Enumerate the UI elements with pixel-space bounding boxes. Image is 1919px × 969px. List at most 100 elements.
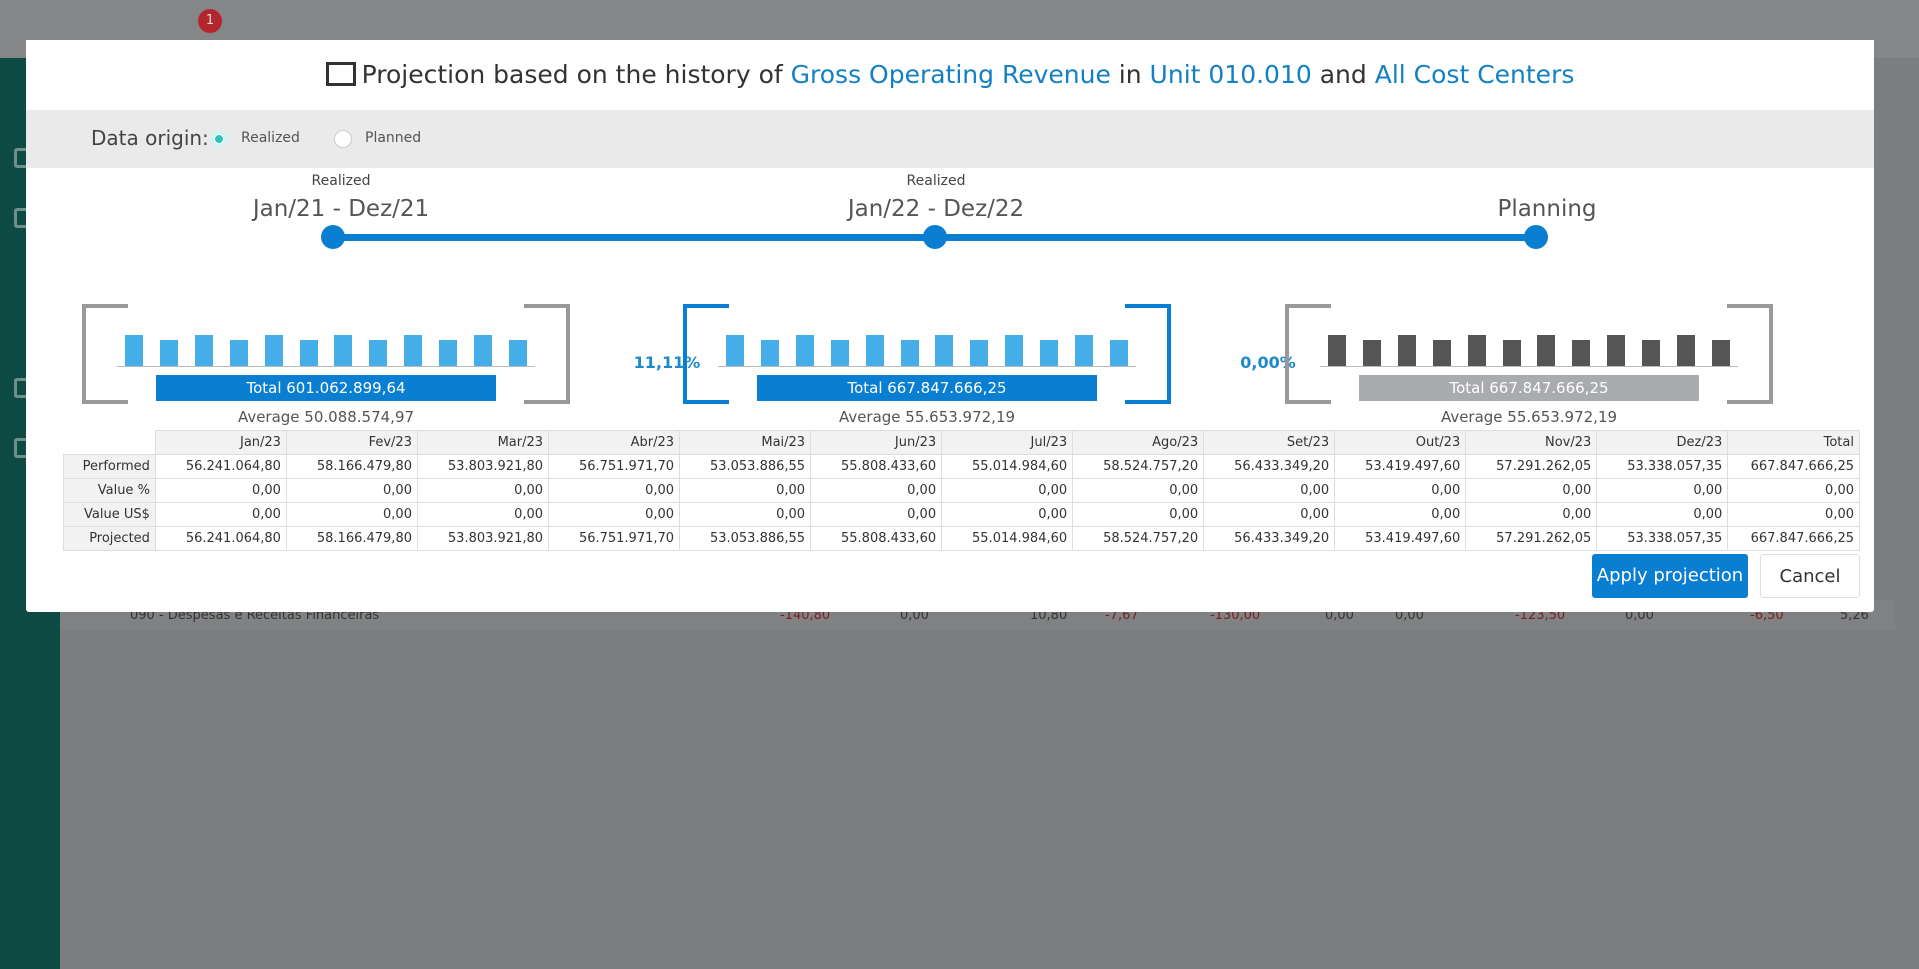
cell: 58.524.757,20	[1072, 454, 1205, 479]
column-header: Total	[1727, 430, 1860, 455]
cell: 0,00	[548, 502, 681, 527]
notification-badge[interactable]: 1	[198, 9, 222, 33]
cell: 53.338.057,35	[1596, 526, 1729, 551]
title-text: and	[1319, 60, 1367, 89]
cell: 0,00	[1596, 478, 1729, 503]
chart-icon	[325, 62, 356, 86]
cell: 667.847.666,25	[1727, 454, 1860, 479]
cell: 0,00	[941, 478, 1074, 503]
table-row: Value % 0,00 0,00 0,00 0,00 0,00 0,00 0,00 0,00 0…	[63, 478, 1860, 503]
projection-panel: Realized Jan/21 - Dez/21 Realized Jan/22…	[39, 168, 1860, 551]
column-header: Jun/23	[810, 430, 943, 455]
total-label: Total 601.062.899,64	[156, 375, 496, 401]
cell: 0,00	[941, 502, 1074, 527]
projection-table: Jan/23 Fev/23 Mar/23 Abr/23 Mai/23 Jun/23 Jul/…	[63, 430, 1860, 551]
column-header: Abr/23	[548, 430, 681, 455]
cell: 0,00	[154, 478, 287, 503]
title-link[interactable]: All Cost Centers	[1374, 60, 1575, 89]
cell: 0,00	[1596, 502, 1729, 527]
cell: 55.014.984,60	[941, 454, 1074, 479]
average-label: Average 55.653.972,19	[1440, 408, 1618, 426]
column-header: Nov/23	[1465, 430, 1598, 455]
timeline-handle[interactable]	[1524, 225, 1548, 249]
title-link[interactable]: Gross Operating Revenue	[790, 60, 1111, 89]
row-label: Projected	[63, 526, 156, 551]
title-text: Projection based on the history of	[361, 60, 783, 89]
cell: 0,00	[1072, 478, 1205, 503]
cell: 57.291.262,05	[1465, 526, 1598, 551]
cell: 55.014.984,60	[941, 526, 1074, 551]
cell: 0,00	[1465, 478, 1598, 503]
cell: 0,00	[154, 502, 287, 527]
cell: 56.241.064,80	[154, 526, 287, 551]
cell: 58.166.479,80	[285, 526, 418, 551]
cell: 55.808.433,60	[810, 526, 943, 551]
table-row: Performed 56.241.064,80 58.166.479,80 53.80…	[63, 454, 1860, 479]
timeline-handle[interactable]	[321, 225, 345, 249]
average-label: Average 50.088.574,97	[237, 408, 415, 426]
mini-bars	[718, 326, 1136, 367]
cell: 53.419.497,60	[1334, 526, 1467, 551]
timeline-period: Planning	[1497, 196, 1597, 222]
cell: 0,00	[1334, 502, 1467, 527]
cell: 0,00	[285, 502, 418, 527]
option-label[interactable]: Planned	[365, 130, 422, 146]
table-row: Value US$ 0,00 0,00 0,00 0,00 0,00 0,00 0,00 0,0…	[63, 502, 1860, 527]
cell: 0,00	[1727, 478, 1860, 503]
row-label: Value US$	[63, 502, 156, 527]
corner-cell	[64, 431, 156, 455]
cell: 56.433.349,20	[1203, 526, 1336, 551]
cell: 0,00	[1072, 502, 1205, 527]
cancel-button[interactable]: Cancel	[1760, 554, 1860, 598]
total-label: Total 667.847.666,25	[1359, 375, 1699, 401]
apply-button[interactable]: Apply projection	[1592, 554, 1748, 598]
column-header: Mai/23	[679, 430, 812, 455]
option-label[interactable]: Realized	[241, 130, 300, 146]
cell: 0,00	[810, 478, 943, 503]
column-header: Fev/23	[285, 430, 418, 455]
period-box: Total 601.062.899,64 Average 50.088.574,…	[82, 304, 570, 426]
table-row: Projected 56.241.064,80 58.166.479,80 53.80…	[63, 526, 1860, 551]
total-label: Total 667.847.666,25	[757, 375, 1097, 401]
cell: 58.166.479,80	[285, 454, 418, 479]
timeline-handle[interactable]	[923, 225, 947, 249]
column-header: Out/23	[1334, 430, 1467, 455]
mini-bars	[1320, 326, 1738, 367]
cell: 0,00	[679, 502, 812, 527]
cell: 0,00	[416, 502, 550, 527]
dialog-header: Projection based on the history of Gross…	[26, 40, 1874, 110]
cell: 0,00	[679, 478, 812, 503]
change-percent: 0,00%	[1240, 353, 1296, 372]
timeline-caption: Realized	[311, 173, 371, 189]
cell: 56.751.971,70	[548, 526, 681, 551]
cell: 55.808.433,60	[810, 454, 943, 479]
column-header: Jan/23	[154, 430, 287, 455]
cell: 53.053.886,55	[679, 526, 812, 551]
column-header: Mar/23	[416, 430, 550, 455]
cell: 0,00	[1465, 502, 1598, 527]
radio-realized[interactable]	[210, 130, 228, 148]
projection-dialog: Projection based on the history of Gross…	[26, 40, 1874, 612]
title-text: in	[1118, 60, 1142, 89]
cell: 0,00	[1203, 478, 1336, 503]
radio-planned[interactable]	[334, 130, 352, 148]
average-label: Average 55.653.972,19	[838, 408, 1016, 426]
cell: 58.524.757,20	[1072, 526, 1205, 551]
timeline-period: Jan/22 - Dez/22	[847, 196, 1025, 222]
row-label: Value %	[63, 478, 156, 503]
cell: 0,00	[416, 478, 550, 503]
title-link[interactable]: Unit 010.010	[1149, 60, 1312, 89]
cell: 53.053.886,55	[679, 454, 812, 479]
timeline-caption: Realized	[906, 173, 966, 189]
row-label: Performed	[63, 454, 156, 479]
cell: 0,00	[285, 478, 418, 503]
period-box: Total 667.847.666,25 Average 55.653.972,…	[1285, 304, 1773, 426]
cell: 56.241.064,80	[154, 454, 287, 479]
cell: 53.419.497,60	[1334, 454, 1467, 479]
cell: 53.803.921,80	[416, 526, 550, 551]
cell: 53.803.921,80	[416, 454, 550, 479]
column-header: Dez/23	[1596, 430, 1729, 455]
cell: 0,00	[1727, 502, 1860, 527]
mini-bars	[117, 326, 535, 367]
